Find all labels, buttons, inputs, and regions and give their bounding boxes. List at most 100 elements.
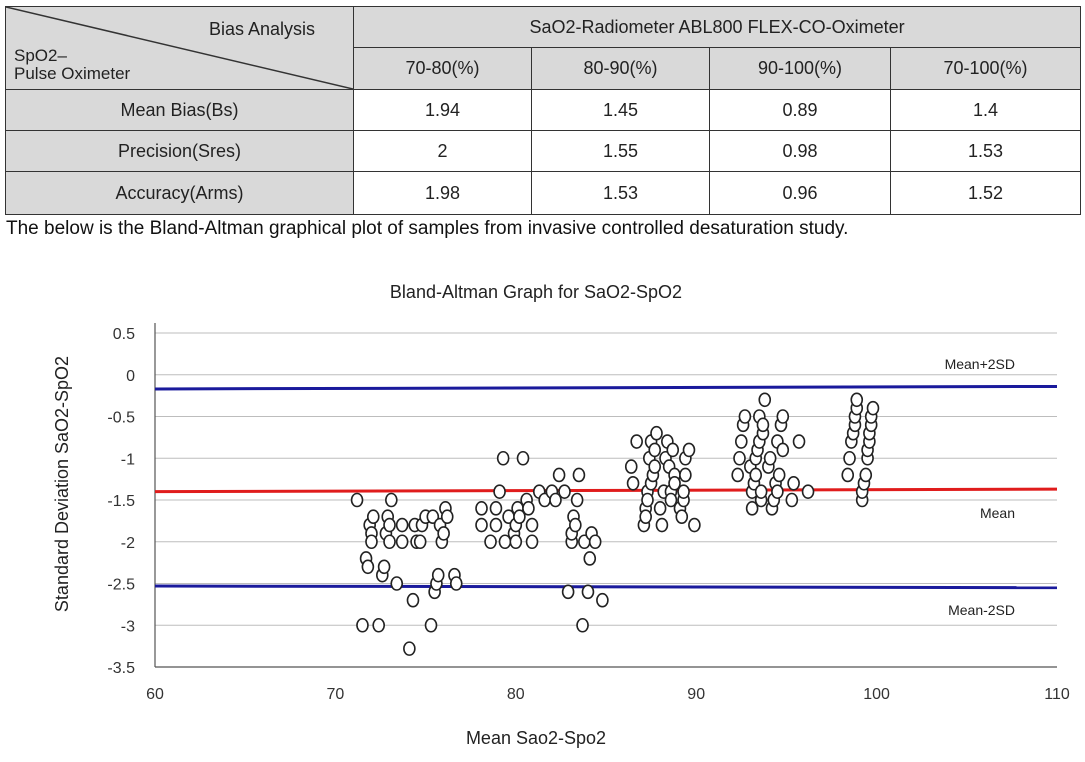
data-point bbox=[489, 517, 503, 533]
table-cell: 1.45 bbox=[531, 89, 710, 131]
table-cell: 1.53 bbox=[889, 130, 1082, 172]
y-axis-label: Standard Deviation SaO2-SpO2 bbox=[52, 356, 72, 612]
data-point bbox=[522, 501, 535, 516]
y-tick-label: -2 bbox=[121, 535, 135, 552]
data-point bbox=[787, 476, 800, 491]
data-point bbox=[668, 476, 681, 491]
data-point bbox=[424, 617, 438, 633]
data-point bbox=[570, 492, 584, 508]
table-row: Mean Bias(Bs) 1.94 1.45 0.89 1.4 bbox=[5, 89, 1082, 131]
table-cell: 2 bbox=[353, 130, 532, 172]
row-label-precision: Precision(Sres) bbox=[5, 130, 354, 172]
data-point bbox=[558, 484, 571, 499]
data-point bbox=[648, 459, 662, 474]
data-points bbox=[350, 392, 880, 656]
data-point bbox=[383, 534, 396, 550]
row-label-accuracy: Accuracy(Arms) bbox=[5, 171, 354, 215]
data-point bbox=[493, 484, 506, 499]
data-point bbox=[792, 434, 806, 449]
x-tick-label: 90 bbox=[687, 686, 705, 703]
y-tick-label: 0 bbox=[126, 368, 135, 385]
data-point bbox=[772, 467, 786, 483]
data-point bbox=[576, 617, 589, 633]
data-point bbox=[361, 559, 375, 575]
data-point bbox=[365, 534, 378, 550]
data-point bbox=[350, 492, 364, 508]
data-point bbox=[749, 467, 763, 483]
data-point bbox=[581, 584, 595, 600]
data-point bbox=[509, 534, 523, 550]
x-tick-label: 60 bbox=[146, 686, 164, 703]
y-tick-label: -2.5 bbox=[107, 577, 135, 594]
bland-altman-chart: Bland-Altman Graph for SaO2-SpO2 0.5 0 -0.… bbox=[52, 282, 1070, 748]
y-tick-labels: 0.5 0 -0.5 -1 -1.5 -2 -2.5 -3 -3.5 bbox=[107, 326, 135, 677]
table-cell: 1.98 bbox=[353, 171, 532, 215]
data-point bbox=[549, 492, 562, 508]
data-point bbox=[561, 584, 575, 600]
data-point bbox=[771, 484, 784, 499]
range-header: 70-80(%) bbox=[353, 47, 532, 90]
data-point bbox=[776, 409, 790, 424]
data-point bbox=[639, 509, 652, 524]
data-point bbox=[440, 509, 454, 524]
table-cell: 0.89 bbox=[709, 89, 891, 131]
data-point bbox=[641, 492, 654, 508]
data-point bbox=[688, 517, 701, 533]
spo2-header-line1: SpO2– bbox=[14, 46, 67, 65]
range-header: 80-90(%) bbox=[531, 47, 710, 90]
data-point bbox=[596, 592, 609, 608]
data-point bbox=[655, 517, 669, 533]
data-point bbox=[734, 434, 748, 449]
table-cell: 1.52 bbox=[889, 171, 1082, 215]
data-point bbox=[859, 467, 873, 483]
data-point bbox=[801, 484, 815, 499]
data-point bbox=[763, 450, 777, 466]
bias-analysis-header: Bias Analysis bbox=[208, 19, 315, 39]
data-point bbox=[552, 467, 566, 483]
data-point bbox=[756, 417, 770, 433]
data-point bbox=[390, 576, 404, 591]
data-point bbox=[377, 559, 391, 575]
table-cell: 0.96 bbox=[709, 171, 891, 215]
mean-minus-2sd-line bbox=[154, 584, 1058, 590]
data-point bbox=[372, 617, 385, 633]
y-tick-label: -3 bbox=[121, 618, 135, 635]
data-point bbox=[583, 551, 597, 566]
mean-minus-2sd-label: Mean-2SD bbox=[948, 602, 1015, 618]
row-label-mean-bias: Mean Bias(Bs) bbox=[5, 89, 354, 131]
table-row: Accuracy(Arms) 1.98 1.53 0.96 1.52 bbox=[5, 171, 1082, 215]
data-point bbox=[675, 509, 689, 524]
chart-axes bbox=[154, 323, 1057, 668]
data-point bbox=[449, 576, 463, 591]
data-point bbox=[664, 492, 678, 508]
data-point bbox=[679, 467, 692, 483]
spo2-header-line2: Pulse Oximeter bbox=[14, 64, 131, 83]
y-tick-label: -0.5 bbox=[107, 410, 135, 427]
data-point bbox=[624, 459, 638, 474]
data-point bbox=[626, 476, 640, 491]
data-point bbox=[569, 517, 582, 533]
table-cell: 1.53 bbox=[531, 171, 710, 215]
table-cell: 0.98 bbox=[709, 130, 891, 172]
device-header: SaO2-Radiometer ABL800 FLEX-CO-Oximeter bbox=[352, 6, 1082, 48]
data-point bbox=[682, 442, 696, 458]
data-point bbox=[437, 526, 450, 541]
data-point bbox=[754, 484, 768, 499]
mean-line bbox=[154, 487, 1058, 494]
data-point bbox=[513, 509, 526, 524]
data-point bbox=[776, 442, 790, 458]
data-point bbox=[525, 534, 539, 550]
x-tick-label: 110 bbox=[1044, 686, 1070, 703]
table-row: Precision(Sres) 2 1.55 0.98 1.53 bbox=[5, 130, 1082, 172]
data-point bbox=[841, 467, 855, 483]
caption-text: The below is the Bland-Altman graphical … bbox=[6, 218, 849, 239]
x-tick-labels: 60 70 80 90 100 110 bbox=[146, 686, 1070, 703]
x-tick-label: 70 bbox=[327, 686, 345, 703]
mean-plus-2sd-label: Mean+2SD bbox=[945, 356, 1015, 372]
data-point bbox=[403, 641, 416, 656]
y-tick-label: -1.5 bbox=[107, 493, 135, 510]
table-cell: 1.94 bbox=[353, 89, 532, 131]
data-point bbox=[650, 425, 663, 441]
data-point bbox=[745, 501, 759, 516]
mean-plus-2sd-line bbox=[154, 384, 1058, 391]
